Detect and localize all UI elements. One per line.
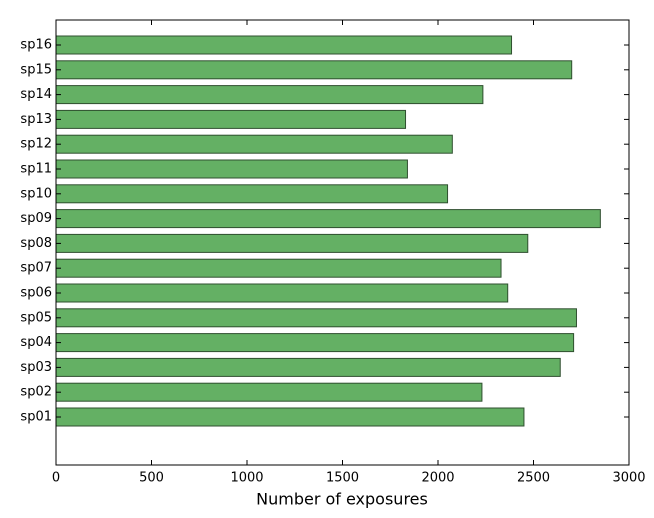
x-tick-label: 1000 [230, 471, 263, 486]
bar [55, 308, 577, 328]
y-tick-label: sp01 [20, 410, 52, 425]
x-tick-label: 0 [52, 471, 60, 486]
bar [55, 382, 483, 402]
y-tick-label: sp06 [20, 286, 52, 301]
bar [55, 35, 513, 55]
y-tick-label: sp08 [20, 236, 52, 251]
y-tick-label: sp10 [20, 186, 52, 201]
y-tick-label: sp14 [20, 87, 52, 102]
y-tick-label: sp05 [20, 310, 52, 325]
y-tick-label: sp16 [20, 38, 52, 53]
x-axis-label: Number of exposures [256, 490, 428, 509]
y-tick-label: sp12 [20, 137, 52, 152]
bar [55, 209, 601, 229]
bar [55, 85, 484, 105]
x-tick-label: 500 [139, 471, 164, 486]
y-tick-label: sp15 [20, 62, 52, 77]
bar [55, 233, 529, 253]
bar [55, 357, 561, 377]
bar [55, 258, 502, 278]
bar [55, 60, 573, 80]
bar [55, 333, 575, 353]
bar [55, 184, 449, 204]
y-tick-label: sp04 [20, 335, 52, 350]
y-tick-label: sp07 [20, 261, 52, 276]
bar [55, 134, 453, 154]
plot-frame [55, 19, 630, 466]
y-tick-label: sp11 [20, 162, 52, 177]
bar [55, 109, 407, 129]
bar [55, 159, 408, 179]
x-tick-label: 2000 [421, 471, 454, 486]
y-tick-label: sp09 [20, 211, 52, 226]
x-tick-label: 2500 [517, 471, 550, 486]
bar [55, 407, 525, 427]
y-tick-label: sp02 [20, 385, 52, 400]
y-tick-label: sp13 [20, 112, 52, 127]
x-tick-label: 3000 [612, 471, 645, 486]
x-tick-label: 1500 [326, 471, 359, 486]
bar [55, 283, 509, 303]
y-tick-label: sp03 [20, 360, 52, 375]
